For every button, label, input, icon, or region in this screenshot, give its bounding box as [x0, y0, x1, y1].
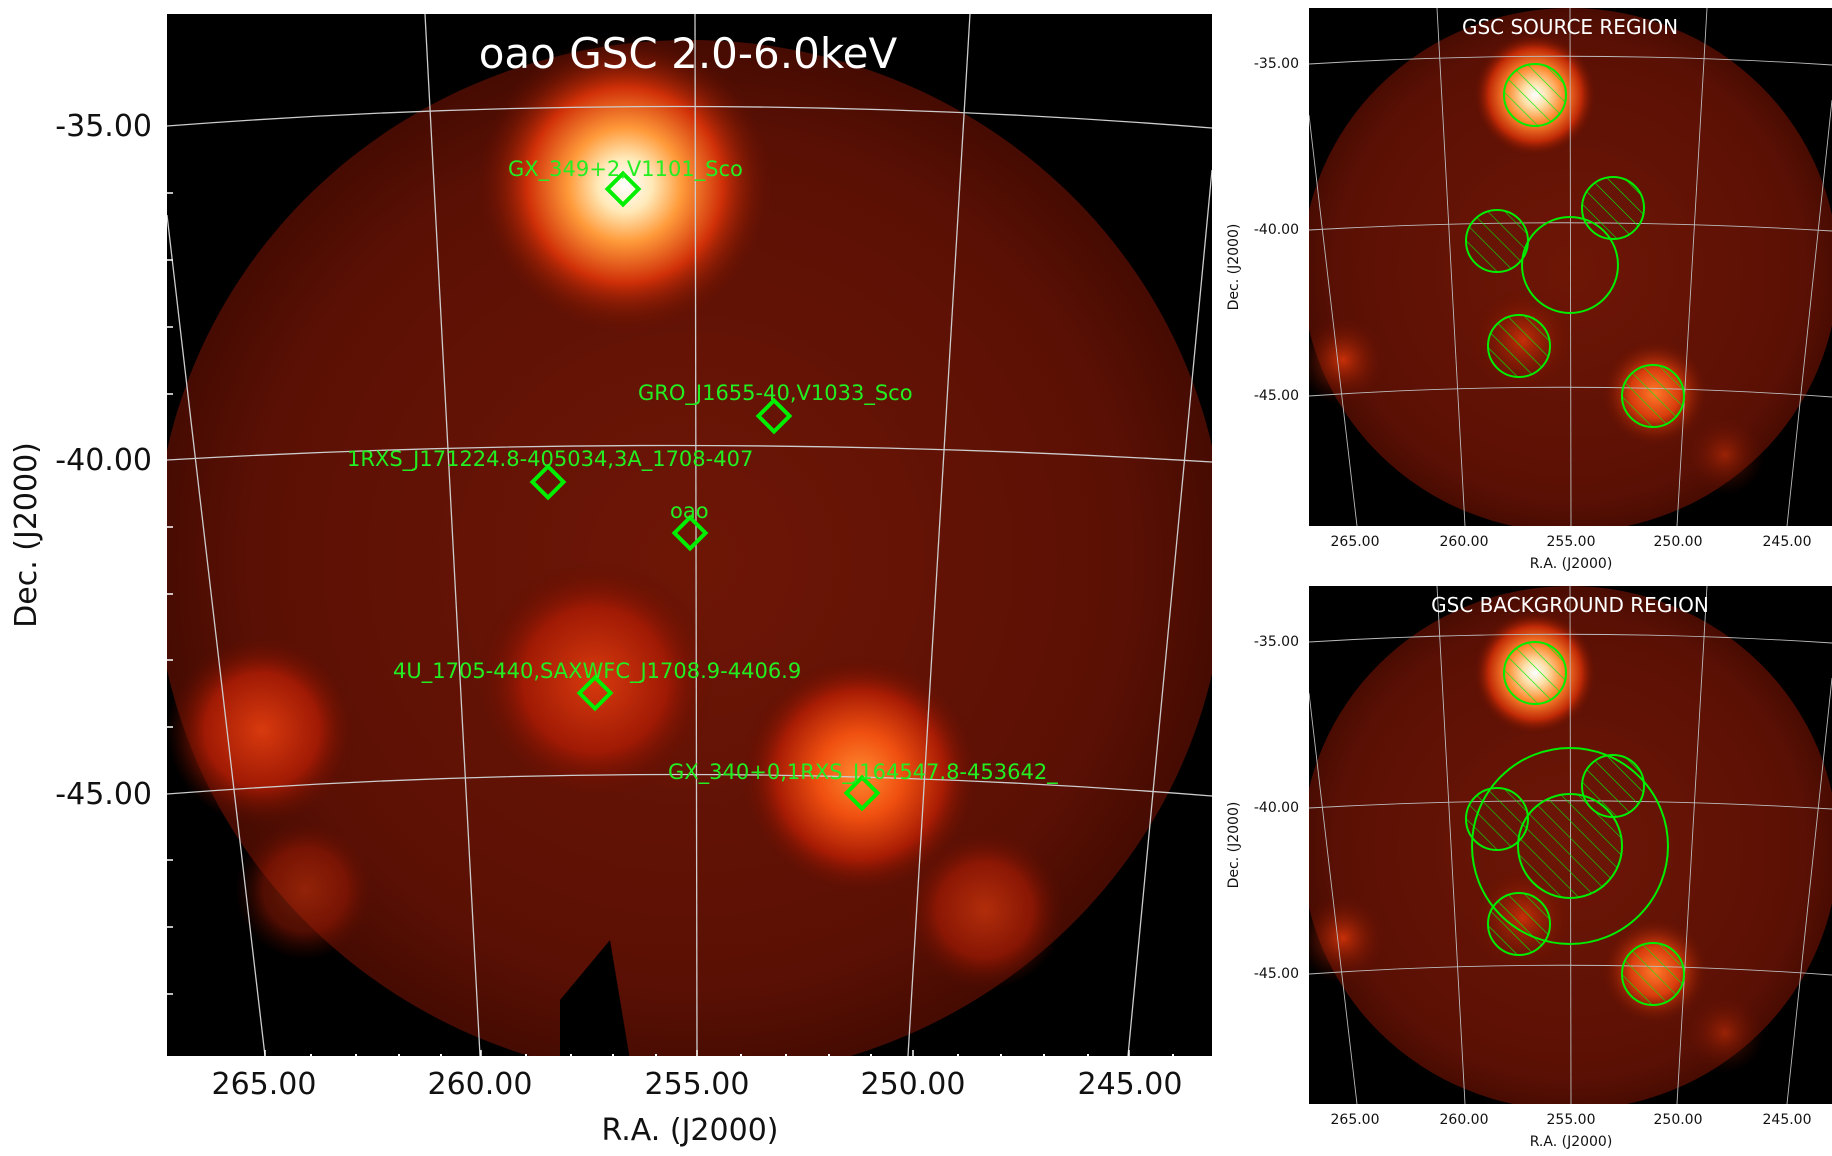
x-axis-label: R.A. (J2000) [1530, 556, 1613, 572]
x-axis-label: R.A. (J2000) [602, 1113, 779, 1148]
excluded-region [1621, 942, 1685, 1006]
source-region-panel: GSC SOURCE REGION -35.00 -40.00 -45.00 2… [1225, 0, 1832, 578]
dec-tick-label: -40.00 [1254, 800, 1299, 816]
ra-tick-label: 260.00 [1440, 534, 1489, 550]
excluded-region [1581, 176, 1645, 240]
panel-title: GSC SOURCE REGION [1462, 15, 1678, 39]
source-label: 4U_1705-440,SAXWFC_J1708.9-4406.9 [393, 659, 801, 684]
ra-tick-label: 255.00 [645, 1067, 750, 1102]
region-overlays [1465, 63, 1685, 428]
excluded-region [1621, 364, 1685, 428]
dec-tick-label: -45.00 [55, 777, 152, 812]
ra-tick-label: 250.00 [1654, 534, 1703, 550]
source-region-plot: GSC SOURCE REGION -35.00 -40.00 -45.00 2… [1226, 8, 1832, 572]
background-region-circle [1471, 747, 1669, 945]
ra-tick-label: 245.00 [1763, 534, 1812, 550]
background-region-panel: GSC BACKGROUND REGION -35.00 -40.00 -45.… [1225, 578, 1832, 1156]
source-marker [843, 774, 881, 812]
source-label: GX_340+0,1RXS_J164547.8-453642_ [668, 760, 1058, 785]
ra-tick-label: 265.00 [212, 1067, 317, 1102]
excluded-region [1503, 63, 1567, 127]
background-region-plot: GSC BACKGROUND REGION -35.00 -40.00 -45.… [1226, 586, 1832, 1150]
ra-tick-label: 250.00 [1654, 1112, 1703, 1128]
ra-tick-label: 265.00 [1331, 1112, 1380, 1128]
source-marker [755, 397, 793, 435]
coordinate-grid [167, 14, 1212, 1056]
dec-tick-label: -45.00 [1254, 966, 1299, 982]
excluded-region [1465, 787, 1529, 851]
dec-tick-label: -35.00 [1254, 634, 1299, 650]
excluded-region [1503, 641, 1567, 705]
excluded-region [1581, 754, 1645, 818]
y-axis-label: Dec. (J2000) [1226, 224, 1242, 311]
ra-tick-label: 260.00 [428, 1067, 533, 1102]
dec-tick-label: -35.00 [55, 109, 152, 144]
source-marker [604, 170, 642, 208]
ra-tick-label: 265.00 [1331, 534, 1380, 550]
main-title: oao GSC 2.0-6.0keV [479, 29, 898, 78]
source-marker [529, 463, 567, 501]
dec-tick-label: -40.00 [55, 443, 152, 478]
source-label: GX_349+2,V1101_Sco [508, 157, 743, 182]
panel-title: GSC BACKGROUND REGION [1431, 593, 1709, 617]
dec-tick-label: -35.00 [1254, 56, 1299, 72]
source-label: GRO_J1655-40,V1033_Sco [638, 381, 913, 406]
excluded-region [1487, 314, 1551, 378]
excluded-region [1487, 892, 1551, 956]
ra-tick-label: 245.00 [1763, 1112, 1812, 1128]
y-axis-label: Dec. (J2000) [9, 442, 44, 628]
dec-tick-label: -45.00 [1254, 388, 1299, 404]
y-axis-label: Dec. (J2000) [1226, 802, 1242, 889]
excluded-region [1517, 793, 1623, 899]
coordinate-grid [1309, 8, 1832, 526]
main-sky-plot: oao GSC 2.0-6.0keV GX_349+2,V1101_Sco GR… [9, 14, 1212, 1148]
ra-tick-label: 245.00 [1078, 1067, 1183, 1102]
source-label: 1RXS_J171224.8-405034,3A_1708-407 [347, 447, 753, 472]
source-markers [529, 170, 881, 812]
source-marker [576, 674, 614, 712]
sky-image [167, 35, 1212, 1056]
ra-tick-label: 255.00 [1547, 1112, 1596, 1128]
ra-tick-label: 250.00 [861, 1067, 966, 1102]
source-label: oao [670, 499, 709, 523]
frame-ticks [167, 192, 1130, 1056]
source-region-circle [1521, 216, 1619, 314]
minor-ticks [310, 1054, 1174, 1056]
x-axis-label: R.A. (J2000) [1530, 1134, 1613, 1150]
dec-tick-label: -40.00 [1254, 222, 1299, 238]
ra-tick-label: 260.00 [1440, 1112, 1489, 1128]
region-overlays [1465, 641, 1685, 1006]
ra-tick-label: 255.00 [1547, 534, 1596, 550]
source-marker [671, 514, 709, 552]
main-sky-panel: oao GSC 2.0-6.0keV GX_349+2,V1101_Sco GR… [9, 14, 1212, 1148]
excluded-region [1465, 209, 1529, 273]
